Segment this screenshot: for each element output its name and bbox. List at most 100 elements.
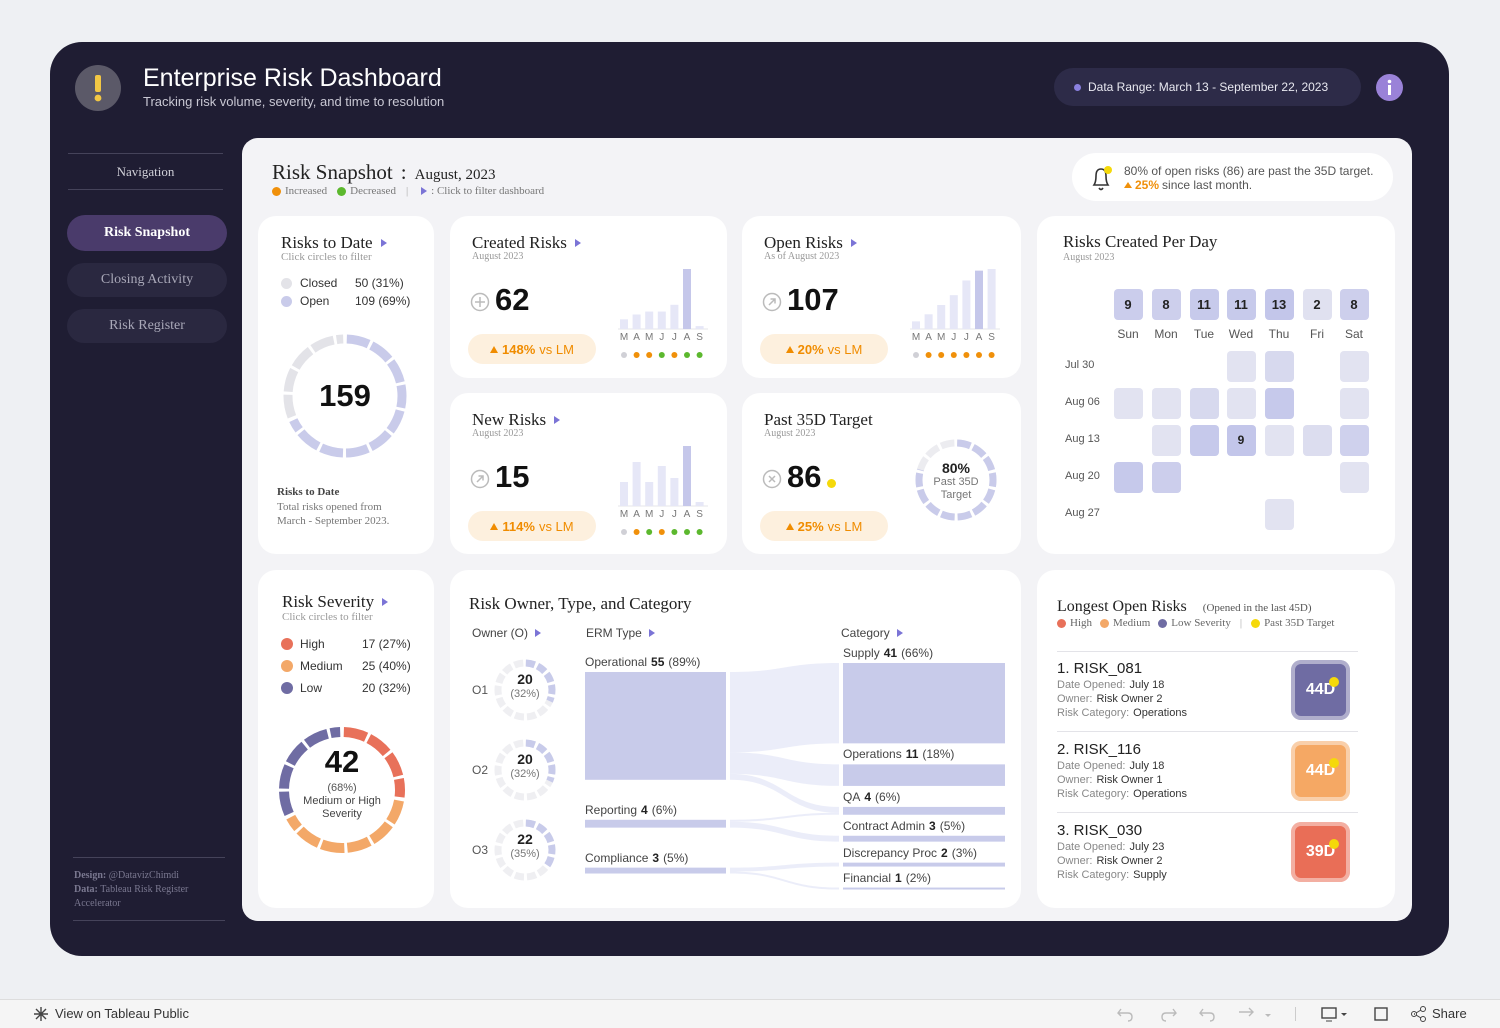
up-arrow xyxy=(785,522,794,530)
risk-detail: Owner: Risk Owner 2 xyxy=(1057,693,1163,705)
mini-bar xyxy=(670,478,679,506)
nav-button[interactable]: Closing Activity xyxy=(67,263,227,297)
age-badge[interactable]: 44D xyxy=(1291,660,1350,720)
date-range-pill xyxy=(1054,68,1361,106)
age-badge[interactable]: 44D xyxy=(1291,741,1350,801)
credit-text: Tableau Risk Register Accelerator xyxy=(74,884,189,909)
month-label: A xyxy=(925,332,932,343)
mini-bar xyxy=(695,326,704,329)
day-cell xyxy=(1189,424,1219,456)
chart xyxy=(470,469,490,489)
field-label: Risk Category: xyxy=(1057,707,1130,719)
day-total: 8 xyxy=(1151,289,1181,320)
card-title: Risk Severity xyxy=(282,592,389,612)
legend-value: 25 (40%) xyxy=(362,659,411,673)
mini-bar xyxy=(632,462,641,506)
share-link[interactable]: Share xyxy=(1432,1006,1467,1021)
owner-name: O2 xyxy=(472,763,489,777)
field-value: July 23 xyxy=(1129,841,1165,853)
mini-bar xyxy=(949,295,958,329)
snapshot-legend: Increased Decreased |: Click to filter das… xyxy=(272,185,544,197)
separator xyxy=(1057,812,1358,813)
mini-bar xyxy=(683,269,691,329)
legend-dot xyxy=(281,682,293,694)
filter-arrow[interactable] xyxy=(382,598,389,606)
bar-label: Operations 11 (18%) xyxy=(843,747,954,761)
credit-text: @DatavizChimdi xyxy=(108,870,180,881)
owner-value: 20 xyxy=(517,751,533,767)
day-cell xyxy=(1264,387,1294,419)
share-icon[interactable] xyxy=(1410,1005,1428,1023)
field-value: Operations xyxy=(1133,788,1187,800)
flow xyxy=(730,862,839,872)
bar-pct: (66%) xyxy=(901,646,934,660)
toolbar-icons[interactable] xyxy=(1115,1004,1415,1024)
nav-button[interactable]: Risk Register xyxy=(67,309,227,343)
card-title-text: New Risks xyxy=(472,410,547,429)
filter-arrow[interactable] xyxy=(574,239,581,247)
month-label: M xyxy=(645,332,653,343)
snapshot-separator: : xyxy=(400,160,407,184)
risk-name: 2. RISK_116 xyxy=(1057,741,1141,758)
filter-arrow[interactable] xyxy=(535,629,542,637)
date-range-text: Data Range: March 13 - September 22, 202… xyxy=(1088,80,1329,94)
view-link[interactable]: View on Tableau Public xyxy=(55,1006,189,1021)
month-label: J xyxy=(672,332,677,343)
bar-value: 3 xyxy=(929,818,936,833)
ring-segment xyxy=(525,819,556,868)
day-cell xyxy=(1264,424,1294,456)
week-label: Aug 27 xyxy=(1065,507,1100,519)
bar-value: 3 xyxy=(652,850,660,865)
up-arrow xyxy=(1124,182,1132,188)
alert-change-value: 25% xyxy=(1135,178,1160,192)
bar-name: Contract Admin xyxy=(843,818,926,833)
mini-bar xyxy=(912,321,920,329)
ring-segment xyxy=(343,727,405,798)
field-value: July 18 xyxy=(1129,679,1165,691)
info-button[interactable] xyxy=(1376,74,1403,101)
nav-rule xyxy=(68,189,223,190)
filter-arrow[interactable] xyxy=(380,239,387,247)
legend-dot xyxy=(281,660,293,672)
bar xyxy=(585,867,726,874)
kpi-icon-glyph xyxy=(476,475,484,483)
flow xyxy=(730,752,839,786)
kpi-icon xyxy=(762,469,782,489)
legend-label: Medium xyxy=(1113,617,1151,629)
mini-bar xyxy=(632,314,641,329)
trend-dot xyxy=(913,352,919,358)
filter-arrow[interactable] xyxy=(554,416,561,424)
filter-arrow[interactable] xyxy=(421,187,428,195)
bar-pct: (2%) xyxy=(905,870,932,885)
risk-detail: Owner: Risk Owner 1 xyxy=(1057,774,1163,786)
change-pill: 148% vs LM xyxy=(468,334,596,364)
age-badge[interactable]: 39D xyxy=(1291,822,1350,882)
card-title-text: Longest Open Risks xyxy=(1057,598,1187,615)
ring-text: Past 35D Target xyxy=(933,476,979,501)
chart xyxy=(283,334,407,458)
bar-value: 1 xyxy=(895,870,902,885)
up-arrow xyxy=(490,345,499,353)
mini-bar xyxy=(683,446,691,506)
bar-name: Operational xyxy=(585,655,648,669)
bar xyxy=(585,819,726,828)
trend-dot xyxy=(938,352,945,358)
month-label: A xyxy=(684,332,691,343)
legend-dot xyxy=(1100,618,1109,628)
filter-arrow[interactable] xyxy=(648,629,655,637)
nav-button[interactable]: Risk Snapshot xyxy=(67,215,227,251)
credit-label: Design: xyxy=(74,870,107,881)
filter-arrow[interactable] xyxy=(850,239,857,247)
flow xyxy=(730,871,839,890)
bar-pct: (6%) xyxy=(651,802,678,817)
risk-detail: Risk Category: Operations xyxy=(1057,707,1187,719)
credit-line: Data: Tableau Risk Register Accelerator xyxy=(74,883,214,911)
kpi-icon-glyph xyxy=(475,297,485,307)
trend-dot xyxy=(976,352,982,358)
filter-arrow[interactable] xyxy=(896,629,903,637)
card-title: Risk Owner, Type, and Category xyxy=(469,594,692,613)
kpi-icon xyxy=(470,469,490,489)
month-label: S xyxy=(696,509,703,520)
bar-label: QA 4 (6%) xyxy=(843,790,900,804)
calendar-card: Risks Created Per Day August 2023 9 Sun 8 Mon… xyxy=(1037,216,1395,554)
